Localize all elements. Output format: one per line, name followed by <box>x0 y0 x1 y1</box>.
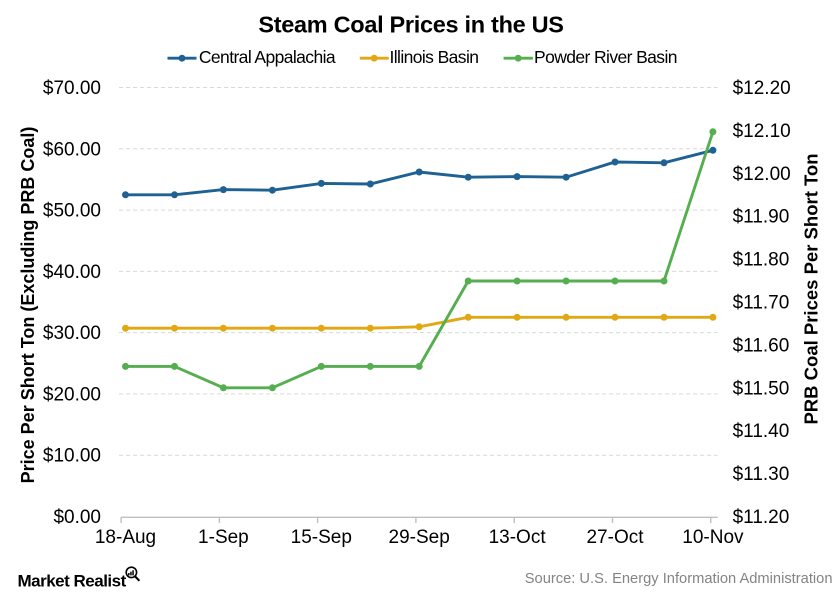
svg-text:$30.00: $30.00 <box>43 323 101 344</box>
svg-text:$11.40: $11.40 <box>733 421 790 442</box>
svg-text:$50.00: $50.00 <box>43 201 101 222</box>
svg-text:$60.00: $60.00 <box>43 139 101 160</box>
svg-text:18-Aug: 18-Aug <box>95 527 156 548</box>
svg-text:Price Per Short Ton (Excluding: Price Per Short Ton (Excluding PRB Coal) <box>18 127 38 484</box>
svg-text:$11.90: $11.90 <box>733 207 790 228</box>
svg-text:$11.20: $11.20 <box>733 507 790 528</box>
svg-text:$20.00: $20.00 <box>43 384 101 405</box>
svg-text:13-Oct: 13-Oct <box>489 527 547 548</box>
svg-text:$12.00: $12.00 <box>733 164 791 185</box>
svg-text:$11.60: $11.60 <box>733 335 790 356</box>
svg-text:$11.70: $11.70 <box>733 293 790 314</box>
svg-text:Illinois Basin: Illinois Basin <box>390 47 479 67</box>
svg-text:$70.00: $70.00 <box>43 78 101 99</box>
svg-text:$40.00: $40.00 <box>43 262 101 283</box>
svg-text:29-Sep: 29-Sep <box>389 527 450 548</box>
svg-text:Steam Coal Prices in the US: Steam Coal Prices in the US <box>258 12 563 38</box>
svg-text:Central Appalachia: Central Appalachia <box>199 47 336 67</box>
svg-text:Source: U.S. Energy Informatio: Source: U.S. Energy Information Administ… <box>525 571 833 587</box>
svg-text:1-Sep: 1-Sep <box>198 527 249 548</box>
svg-text:15-Sep: 15-Sep <box>291 527 352 548</box>
svg-text:$11.80: $11.80 <box>733 250 790 271</box>
svg-text:$12.10: $12.10 <box>733 121 791 142</box>
svg-text:$11.30: $11.30 <box>733 464 790 485</box>
svg-text:$0.00: $0.00 <box>53 507 101 528</box>
svg-text:PRB Coal Prices Per Short Ton: PRB Coal Prices Per Short Ton <box>801 153 822 424</box>
svg-text:$11.50: $11.50 <box>733 378 790 399</box>
svg-text:$10.00: $10.00 <box>43 446 101 467</box>
svg-text:Powder River Basin: Powder River Basin <box>534 47 677 67</box>
svg-text:Market Realist: Market Realist <box>18 572 127 591</box>
svg-text:27-Oct: 27-Oct <box>586 527 644 548</box>
svg-text:10-Nov: 10-Nov <box>682 527 744 548</box>
svg-text:$12.20: $12.20 <box>733 78 791 99</box>
